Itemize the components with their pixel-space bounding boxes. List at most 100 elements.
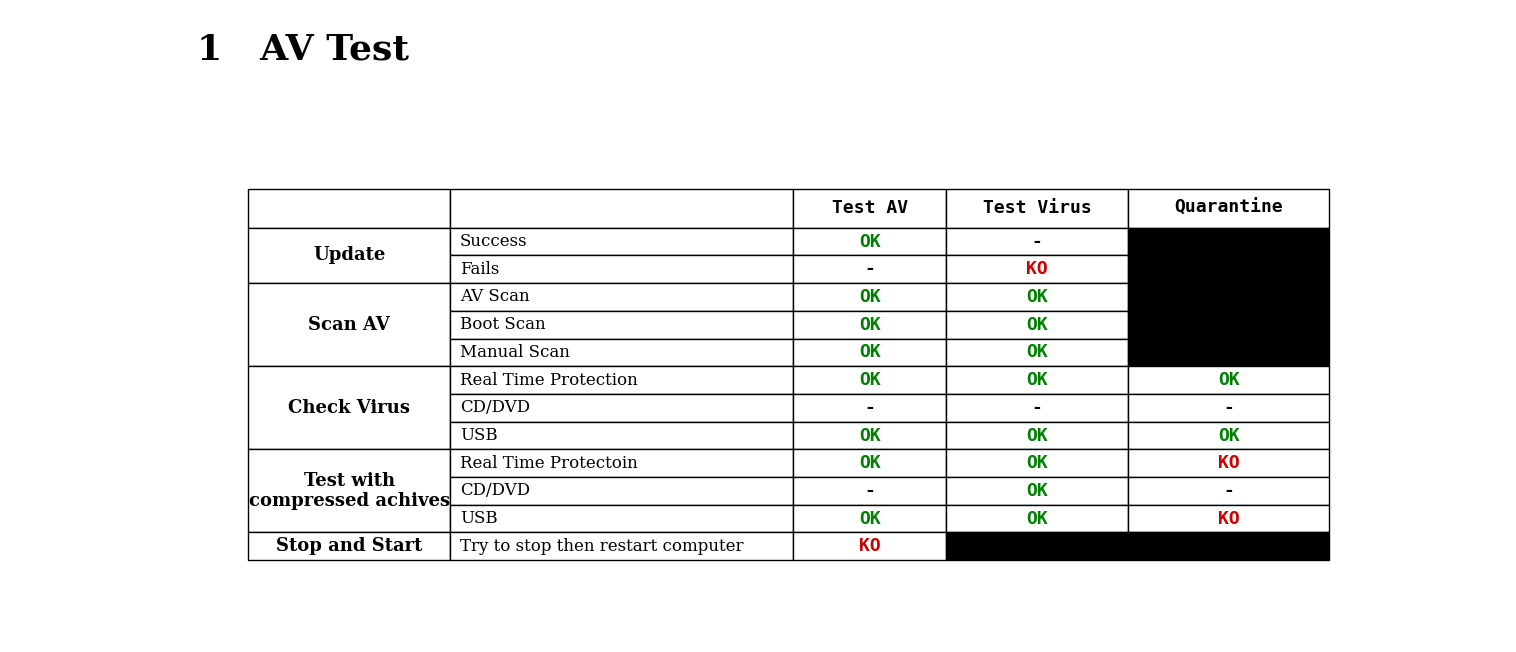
Bar [1128,505,1330,533]
Bar [946,422,1128,449]
Bar [946,477,1128,505]
Text: Real Time Protection: Real Time Protection [459,372,637,389]
Bar [450,505,793,533]
Text: Fails: Fails [459,261,499,278]
Text: Success: Success [459,233,528,250]
Text: 1   AV Test: 1 AV Test [197,33,409,67]
Text: KO: KO [1026,260,1048,278]
Text: OK: OK [1026,344,1048,361]
Bar [946,311,1128,338]
Text: OK: OK [860,344,881,361]
Bar [249,228,450,283]
Text: CD/DVD: CD/DVD [459,399,531,417]
Bar [946,228,1128,256]
Bar [793,311,946,338]
Bar [946,394,1128,422]
Bar [946,505,1128,533]
Text: OK: OK [1026,482,1048,500]
Bar [249,283,450,366]
Bar [946,533,1128,560]
Bar [793,533,946,560]
Bar [249,188,450,228]
Text: OK: OK [1026,288,1048,306]
Text: -: - [1223,482,1234,500]
Bar [1128,256,1330,283]
Bar [1128,338,1330,366]
Text: OK: OK [860,371,881,389]
Text: OK: OK [1026,510,1048,527]
Text: -: - [1032,399,1043,417]
Bar [1128,228,1330,256]
Bar [946,449,1128,477]
Text: OK: OK [1217,426,1240,445]
Bar [1128,394,1330,422]
Bar [793,256,946,283]
Text: KO: KO [860,537,881,556]
Text: OK: OK [1026,426,1048,445]
Bar [1128,449,1330,477]
Text: AV Scan: AV Scan [459,288,529,306]
Bar [946,188,1128,228]
Text: OK: OK [1217,371,1240,389]
Text: OK: OK [860,233,881,250]
Bar [450,283,793,311]
Text: KO: KO [1217,510,1240,527]
Bar [450,188,793,228]
Bar [946,256,1128,283]
Bar [1128,283,1330,311]
Text: Manual Scan: Manual Scan [459,344,570,361]
Bar [793,283,946,311]
Text: OK: OK [860,288,881,306]
Bar [450,256,793,283]
Bar [946,283,1128,311]
Bar [946,338,1128,366]
Text: -: - [864,399,875,417]
Text: OK: OK [860,454,881,472]
Text: Test Virus: Test Virus [982,200,1092,217]
Bar [793,228,946,256]
Bar [1128,188,1330,228]
Text: Boot Scan: Boot Scan [459,316,546,333]
Text: Real Time Protectoin: Real Time Protectoin [459,454,637,471]
Text: -: - [864,260,875,278]
Bar [1128,422,1330,449]
Bar [450,533,793,560]
Bar [450,366,793,394]
Bar [793,338,946,366]
Bar [450,394,793,422]
Bar [793,505,946,533]
Text: Stop and Start: Stop and Start [276,537,423,556]
Bar [249,449,450,533]
Text: USB: USB [459,510,497,527]
Bar [793,477,946,505]
Text: CD/DVD: CD/DVD [459,482,531,499]
Text: USB: USB [459,427,497,444]
Text: Scan AV: Scan AV [308,316,390,334]
Text: -: - [864,482,875,500]
Bar [1128,311,1330,338]
Text: OK: OK [860,426,881,445]
Bar [450,477,793,505]
Bar [793,188,946,228]
Text: OK: OK [860,510,881,527]
Bar [946,366,1128,394]
Text: Try to stop then restart computer: Try to stop then restart computer [459,538,743,555]
Bar [793,366,946,394]
Bar [793,394,946,422]
Bar [793,449,946,477]
Text: OK: OK [1026,316,1048,334]
Bar [793,422,946,449]
Text: Test AV: Test AV [832,200,908,217]
Text: Update: Update [314,246,385,265]
Text: OK: OK [1026,454,1048,472]
Text: -: - [1032,233,1043,250]
Bar [1128,477,1330,505]
Bar [450,228,793,256]
Bar [450,449,793,477]
Bar [1128,533,1330,560]
Bar [450,311,793,338]
Bar [1128,366,1330,394]
Text: OK: OK [860,316,881,334]
Bar [450,338,793,366]
Text: Check Virus: Check Virus [288,399,411,417]
